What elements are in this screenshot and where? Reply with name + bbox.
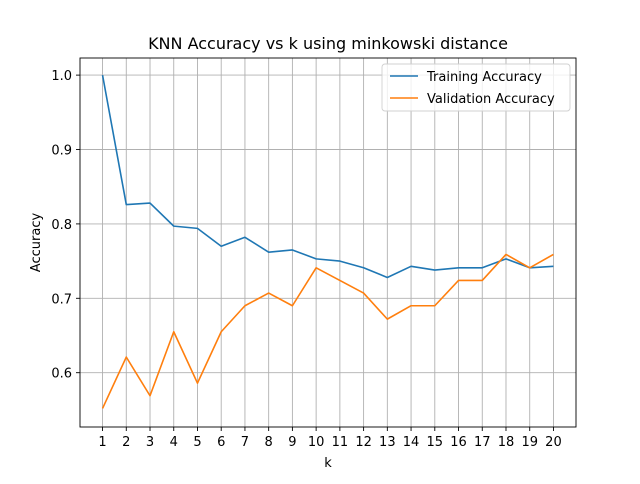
series-line-1 [101,74,554,279]
x-tick-label: 10 [308,435,325,450]
plot-frame [79,57,577,428]
x-tick-label: 6 [217,435,225,450]
legend-label-1: Training Accuracy [426,70,542,85]
series-lines [101,74,554,409]
x-tick-label: 14 [403,435,420,450]
x-tick-label: 19 [521,435,538,450]
y-axis-label: Accuracy [29,213,44,273]
x-tick-label: 2 [122,435,130,450]
x-tick-label: 3 [146,435,154,450]
x-tick-label: 16 [450,435,467,450]
x-tick-label: 15 [427,435,444,450]
y-axis: 0.6 0.7 0.8 0.9 1.0 [51,69,80,382]
x-tick-label: 9 [288,435,296,450]
x-tick-label: 13 [379,435,396,450]
y-tick-label: 1.0 [51,69,72,84]
y-tick-label: 0.9 [51,144,72,159]
x-tick-label: 8 [265,435,273,450]
chart-title: KNN Accuracy vs k using minkowski distan… [148,34,508,53]
x-tick-label: 12 [355,435,372,450]
grid [80,58,576,427]
legend-label-2: Validation Accuracy [427,92,555,107]
series-line-2 [101,253,554,409]
x-axis-label: k [324,456,332,471]
x-tick-label: 1 [98,435,106,450]
x-tick-label: 4 [170,435,178,450]
x-tick-label: 7 [241,435,249,450]
y-tick-label: 0.8 [51,218,72,233]
x-tick-label: 11 [332,435,349,450]
x-tick-label: 18 [498,435,515,450]
x-tick-label: 17 [474,435,491,450]
y-tick-label: 0.7 [51,292,72,307]
legend-box [381,63,571,112]
x-tick-label: 5 [193,435,201,450]
legend: Training Accuracy Validation Accuracy [381,63,571,112]
y-tick-label: 0.6 [51,367,72,382]
x-tick-label: 20 [545,435,562,450]
x-axis: 1 2 3 4 5 6 7 8 9 10 11 12 13 14 15 16 17 18 19 20 [98,427,562,450]
